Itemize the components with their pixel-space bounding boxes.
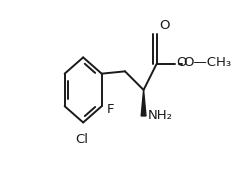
Polygon shape — [141, 90, 146, 116]
Text: Cl: Cl — [76, 133, 89, 146]
Text: O—CH₃: O—CH₃ — [183, 56, 231, 69]
Text: O: O — [159, 19, 169, 32]
Text: F: F — [107, 103, 114, 116]
Text: NH₂: NH₂ — [148, 109, 173, 122]
Text: O: O — [177, 56, 187, 69]
